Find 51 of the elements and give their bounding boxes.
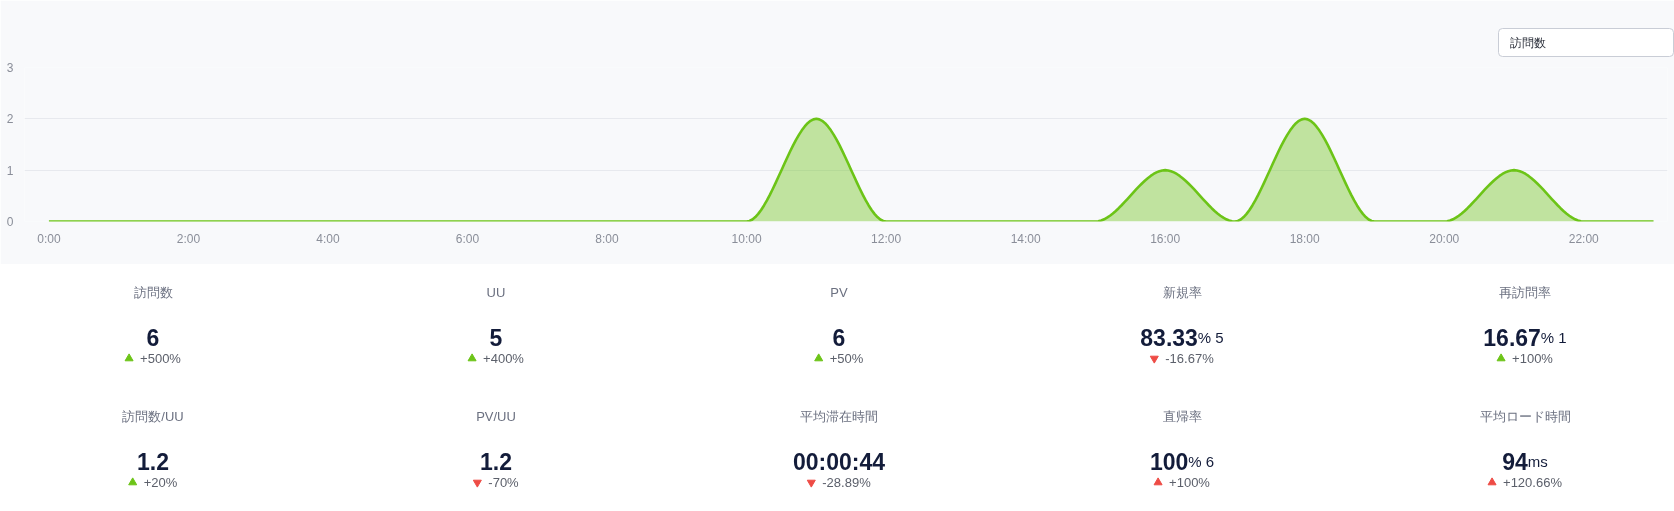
- data-label: +400%: [483, 351, 525, 366]
- text: 平均滞在時間: [800, 409, 878, 424]
- text: 94: [1502, 449, 1529, 475]
- text: 100: [1149, 449, 1189, 475]
- y-tick-label: 3: [6, 61, 14, 75]
- text: 平均ロード時間: [1479, 409, 1571, 424]
- data-label: +120.66%: [1503, 475, 1563, 490]
- text: 1.2: [480, 449, 512, 475]
- text: % 5: [1197, 329, 1224, 346]
- data-label: +100%: [1512, 351, 1554, 366]
- x-tick-label: 12:00: [871, 231, 902, 246]
- text: 00:00:44: [792, 448, 886, 475]
- text: PV: [830, 285, 848, 300]
- data-label: -28.89%: [822, 475, 872, 490]
- text: 5: [489, 325, 503, 351]
- text: 1.2: [137, 449, 169, 475]
- text: 新規率: [1162, 285, 1202, 300]
- text: PV/UU: [476, 409, 516, 424]
- text: 83.33: [1140, 325, 1198, 351]
- text: 6: [146, 325, 160, 351]
- x-tick-label: 14:00: [1010, 231, 1041, 246]
- y-tick-label: 1: [6, 163, 14, 178]
- data-label: -16.67%: [1165, 351, 1215, 366]
- x-tick-label: 6:00: [455, 231, 480, 246]
- data-label: +20%: [143, 475, 178, 490]
- x-tick-label: 16:00: [1150, 231, 1181, 246]
- data-label: +50%: [829, 351, 864, 366]
- data-label: +500%: [140, 351, 182, 366]
- data-label: -70%: [488, 475, 520, 490]
- text: 直帰率: [1162, 409, 1202, 424]
- text: 6: [832, 325, 846, 351]
- y-tick-label: 0: [6, 215, 14, 229]
- x-tick-label: 22:00: [1568, 231, 1600, 246]
- text: 16.67: [1483, 325, 1541, 351]
- text: ms: [1527, 453, 1548, 470]
- x-tick-label: 2:00: [176, 231, 201, 246]
- text: % 6: [1188, 453, 1215, 470]
- y-tick-label: 2: [6, 112, 14, 127]
- x-tick-label: 0:00: [37, 231, 61, 246]
- x-tick-label: 8:00: [595, 231, 620, 246]
- data-label: +100%: [1169, 475, 1211, 490]
- text: 訪問数/UU: [122, 409, 184, 424]
- x-tick-label: 18:00: [1289, 231, 1321, 246]
- x-tick-label: 4:00: [316, 231, 340, 246]
- text: 再訪問率: [1499, 285, 1551, 300]
- text: 訪問数: [1509, 35, 1546, 50]
- text: UU: [486, 285, 506, 300]
- text: % 1: [1540, 329, 1567, 346]
- x-tick-label: 10:00: [731, 231, 762, 246]
- text: 訪問数: [133, 285, 173, 300]
- x-tick-label: 20:00: [1429, 231, 1460, 246]
